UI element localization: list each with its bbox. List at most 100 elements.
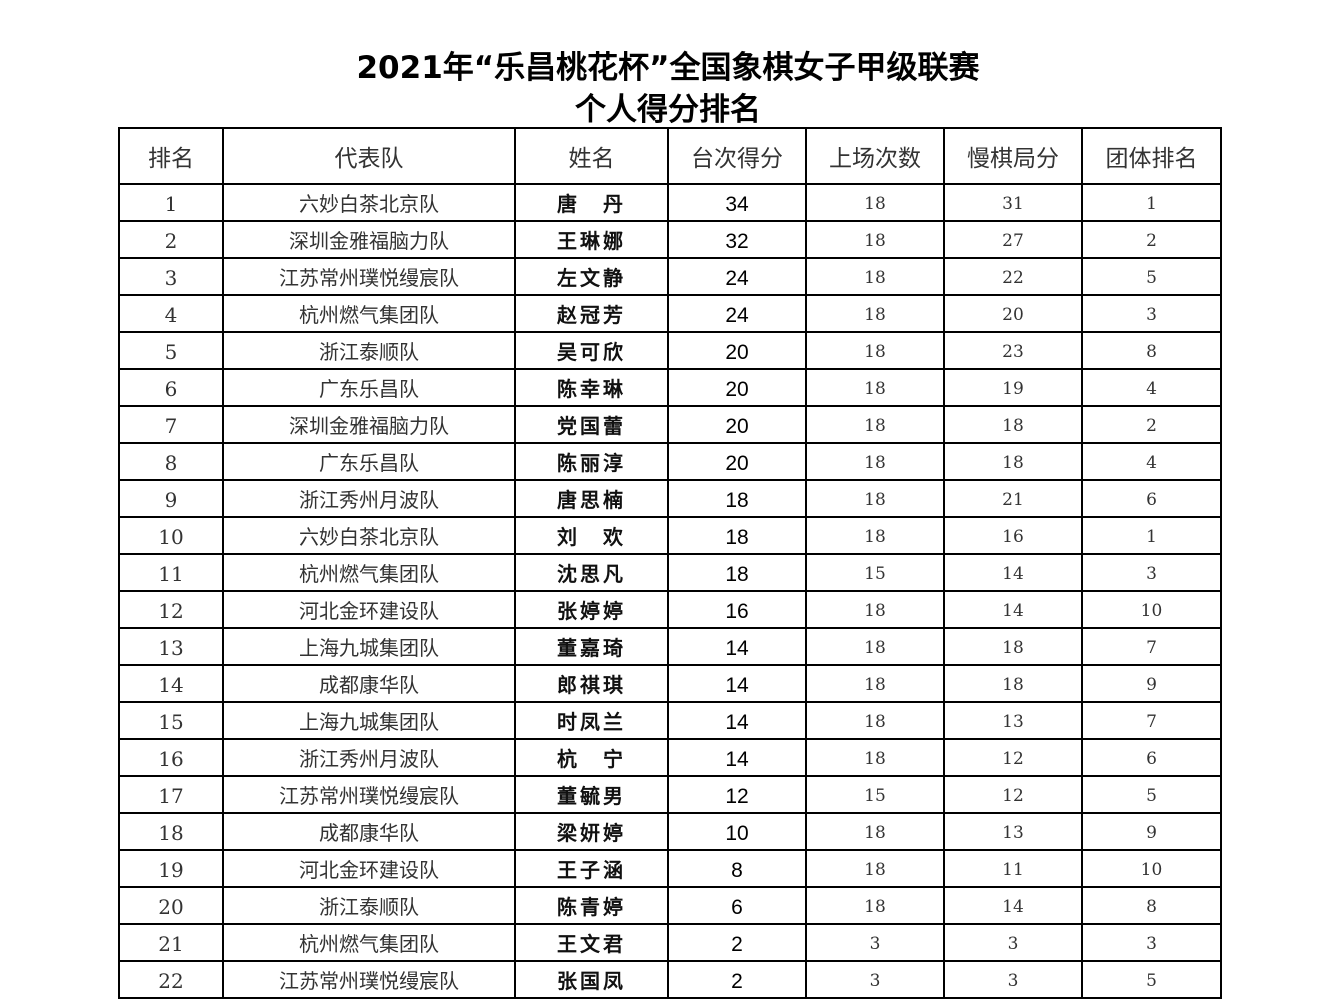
table-body: 1 六妙白茶北京队唐 丹 34 18 31 1 2 深圳金雅福脑力队 王琳娜 32 18 27 2 3 江苏… (118, 183, 1222, 999)
cell-team-rank: 5 (1081, 960, 1222, 999)
cell-board-score: 6 (667, 886, 807, 925)
cell-rank: 3 (118, 257, 224, 296)
table-row: 15 上海九城集团队 时凤兰 14 18 13 7 (118, 701, 1222, 740)
cell-name: 郎祺琪 (514, 664, 669, 703)
cell-slow-game-points: 19 (943, 368, 1083, 407)
cell-team-rank: 3 (1081, 553, 1222, 592)
cell-slow-game-points: 18 (943, 405, 1083, 444)
cell-games-played: 18 (805, 516, 945, 555)
cell-name: 左文静 (514, 257, 669, 296)
cell-slow-game-points: 3 (943, 923, 1083, 962)
cell-name: 杭 宁 (514, 738, 669, 777)
table-row: 7 深圳金雅福脑力队 党国蕾 20 18 18 2 (118, 405, 1222, 444)
cell-slow-game-points: 23 (943, 331, 1083, 370)
table-row: 6 广东乐昌队 陈幸琳 20 18 19 4 (118, 368, 1222, 407)
cell-games-played: 18 (805, 627, 945, 666)
cell-slow-game-points: 13 (943, 701, 1083, 740)
cell-board-score: 2 (667, 923, 807, 962)
cell-board-score: 14 (667, 627, 807, 666)
cell-games-played: 18 (805, 331, 945, 370)
table-row: 2 深圳金雅福脑力队 王琳娜 32 18 27 2 (118, 220, 1222, 259)
cell-rank: 16 (118, 738, 224, 777)
cell-slow-game-points: 27 (943, 220, 1083, 259)
cell-rank: 2 (118, 220, 224, 259)
cell-games-played: 18 (805, 368, 945, 407)
cell-team: 浙江秀州月波队 (222, 738, 516, 777)
cell-team: 江苏常州璞悦缦宸队 (222, 775, 516, 814)
column-header-name: 姓名 (514, 127, 669, 185)
cell-team: 六妙白茶北京队 (222, 516, 516, 555)
cell-games-played: 15 (805, 775, 945, 814)
cell-name: 董嘉琦 (514, 627, 669, 666)
cell-team: 河北金环建设队 (222, 849, 516, 888)
table-row: 14 成都康华队 郎祺琪 14 18 18 9 (118, 664, 1222, 703)
cell-team: 江苏常州璞悦缦宸队 (222, 257, 516, 296)
document-title: 2021年“乐昌桃花杯”全国象棋女子甲级联赛 (356, 50, 980, 86)
cell-team-rank: 5 (1081, 775, 1222, 814)
cell-name: 吴可欣 (514, 331, 669, 370)
cell-games-played: 18 (805, 479, 945, 518)
cell-name: 张婷婷 (514, 590, 669, 629)
cell-team: 杭州燃气集团队 (222, 294, 516, 333)
cell-slow-game-points: 13 (943, 812, 1083, 851)
cell-rank: 15 (118, 701, 224, 740)
cell-games-played: 18 (805, 849, 945, 888)
cell-rank: 9 (118, 479, 224, 518)
cell-team: 成都康华队 (222, 812, 516, 851)
cell-board-score: 8 (667, 849, 807, 888)
cell-games-played: 18 (805, 886, 945, 925)
cell-team: 江苏常州璞悦缦宸队 (222, 960, 516, 999)
cell-games-played: 18 (805, 442, 945, 481)
cell-name: 沈思凡 (514, 553, 669, 592)
cell-rank: 22 (118, 960, 224, 999)
ranking-table: 排名 代表队 姓名 台次得分 上场次数 慢棋局分 团体排名 1 六妙白茶北京队唐 丹 34 18 3… (118, 127, 1222, 999)
cell-team-rank: 7 (1081, 627, 1222, 666)
table-row: 20 浙江泰顺队 陈青婷 6 18 14 8 (118, 886, 1222, 925)
cell-name: 陈青婷 (514, 886, 669, 925)
table-row: 12 河北金环建设队 张婷婷 16 18 14 10 (118, 590, 1222, 629)
cell-name: 王琳娜 (514, 220, 669, 259)
cell-board-score: 20 (667, 405, 807, 444)
cell-rank: 4 (118, 294, 224, 333)
cell-games-played: 3 (805, 923, 945, 962)
cell-team: 成都康华队 (222, 664, 516, 703)
cell-slow-game-points: 31 (943, 183, 1083, 222)
cell-slow-game-points: 21 (943, 479, 1083, 518)
cell-slow-game-points: 22 (943, 257, 1083, 296)
cell-name: 陈幸琳 (514, 368, 669, 407)
cell-board-score: 10 (667, 812, 807, 851)
cell-games-played: 18 (805, 664, 945, 703)
cell-team-rank: 9 (1081, 812, 1222, 851)
cell-slow-game-points: 12 (943, 738, 1083, 777)
cell-board-score: 20 (667, 331, 807, 370)
cell-name: 唐 丹 (514, 183, 669, 222)
cell-rank: 12 (118, 590, 224, 629)
table-row: 11 杭州燃气集团队 沈思凡 18 15 14 3 (118, 553, 1222, 592)
cell-team-rank: 3 (1081, 923, 1222, 962)
cell-games-played: 18 (805, 738, 945, 777)
cell-games-played: 18 (805, 220, 945, 259)
cell-rank: 1 (118, 183, 224, 222)
cell-team: 浙江秀州月波队 (222, 479, 516, 518)
table-row: 16 浙江秀州月波队杭 宁 14 18 12 6 (118, 738, 1222, 777)
cell-slow-game-points: 14 (943, 590, 1083, 629)
cell-name: 陈丽淳 (514, 442, 669, 481)
cell-team: 深圳金雅福脑力队 (222, 220, 516, 259)
cell-team-rank: 4 (1081, 442, 1222, 481)
cell-rank: 19 (118, 849, 224, 888)
cell-board-score: 18 (667, 479, 807, 518)
cell-rank: 8 (118, 442, 224, 481)
cell-board-score: 14 (667, 701, 807, 740)
cell-rank: 20 (118, 886, 224, 925)
cell-board-score: 20 (667, 442, 807, 481)
cell-name: 党国蕾 (514, 405, 669, 444)
cell-board-score: 24 (667, 294, 807, 333)
cell-name: 梁妍婷 (514, 812, 669, 851)
cell-team: 深圳金雅福脑力队 (222, 405, 516, 444)
cell-slow-game-points: 11 (943, 849, 1083, 888)
cell-board-score: 20 (667, 368, 807, 407)
cell-team-rank: 2 (1081, 405, 1222, 444)
cell-rank: 11 (118, 553, 224, 592)
cell-rank: 6 (118, 368, 224, 407)
cell-board-score: 12 (667, 775, 807, 814)
